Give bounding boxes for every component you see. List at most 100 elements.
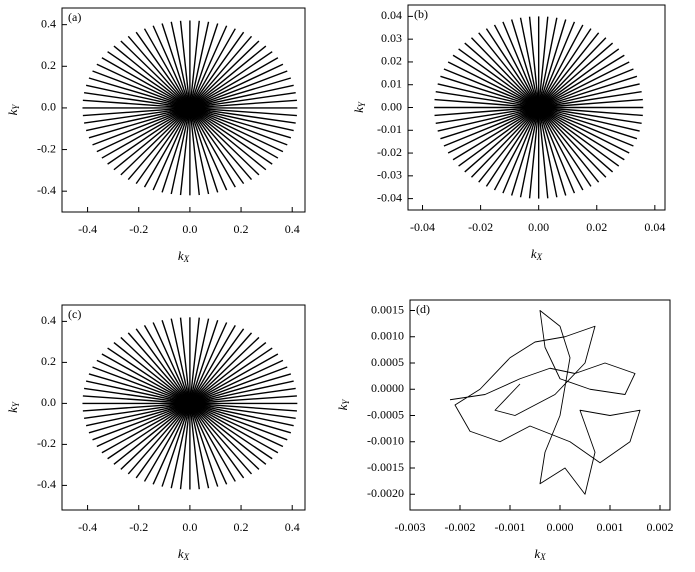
y-tick-label: 0.2: [41, 58, 56, 72]
x-tick-label: -0.04: [410, 220, 435, 234]
y-axis-label: kY: [5, 401, 21, 413]
spoke: [113, 341, 191, 404]
spoke: [170, 318, 191, 404]
spoke: [189, 51, 273, 109]
spoke: [435, 106, 539, 125]
spoke: [107, 402, 191, 460]
spoke: [101, 107, 191, 159]
spoke: [493, 107, 540, 191]
spoke: [538, 61, 630, 109]
spoke: [538, 106, 638, 140]
x-tick-label: 0.000: [547, 520, 574, 534]
spoke: [464, 42, 540, 109]
spoke: [189, 353, 279, 405]
spoke: [189, 107, 245, 185]
spoke: [83, 92, 190, 109]
x-tick-label: -0.003: [395, 520, 426, 534]
spoke: [538, 107, 576, 194]
panel: -0.003 -0.002 -0.001 0.000 0.001 0.002 -0.0020…: [335, 299, 674, 562]
spoke: [485, 107, 540, 187]
y-tick-label: 0.2: [41, 354, 56, 368]
y-tick-label: -0.01: [377, 122, 402, 136]
spoke: [88, 373, 191, 405]
spoke: [538, 21, 576, 108]
x-axis-label: kX: [178, 248, 190, 264]
spoke: [85, 84, 191, 109]
spoke: [152, 25, 191, 109]
x-tick-label: 0.002: [647, 520, 674, 534]
spoke: [107, 107, 191, 165]
spoke: [82, 395, 190, 405]
trajectory: [449, 310, 641, 495]
spoke: [189, 107, 288, 146]
spoke: [92, 402, 191, 441]
y-axis-label: kY: [351, 101, 367, 113]
spoke: [82, 107, 190, 117]
spoke: [538, 106, 642, 125]
spoke: [85, 402, 191, 427]
spoke: [434, 106, 539, 117]
spoke: [437, 106, 539, 132]
y-axis-label-base: k: [351, 107, 366, 113]
spoke: [502, 107, 540, 194]
spoke: [189, 402, 296, 420]
spoke: [83, 107, 190, 124]
spoke: [189, 325, 236, 404]
spoke: [443, 106, 539, 147]
x-axis-label-base: k: [534, 546, 540, 561]
spoke: [538, 107, 592, 187]
spoke: [179, 20, 191, 108]
x-tick-label: 0.0: [182, 520, 197, 534]
spoke: [458, 106, 540, 167]
spoke: [113, 45, 191, 109]
spoke: [189, 70, 288, 109]
axes-frame: [409, 299, 671, 511]
x-axis-label-sub: X: [183, 552, 190, 562]
spoke: [538, 37, 607, 108]
spoke: [189, 35, 253, 109]
spoke: [85, 380, 191, 405]
spoke: [189, 31, 245, 109]
y-tick-label: 0.0010: [371, 329, 404, 343]
spoke: [538, 106, 634, 147]
spoke: [135, 328, 191, 404]
panel-label: (a): [68, 10, 81, 24]
spoke: [101, 353, 191, 405]
spoke: [189, 107, 219, 193]
y-axis-label-sub: Y: [11, 401, 21, 407]
spoke: [83, 402, 190, 420]
spoke: [101, 57, 191, 109]
spoke: [189, 402, 284, 448]
spoke: [538, 107, 567, 196]
spoke: [92, 70, 191, 109]
spoke: [189, 107, 273, 165]
spoke: [161, 107, 191, 193]
spoke: [127, 332, 191, 404]
panel-label: (b): [414, 7, 428, 21]
spoke: [152, 403, 191, 485]
spoke: [538, 32, 600, 108]
spoke: [120, 107, 191, 176]
spoke: [179, 317, 191, 404]
spoke: [537, 107, 549, 199]
spoke: [189, 403, 200, 490]
x-tick-label: -0.001: [495, 520, 526, 534]
x-tick-label: -0.4: [78, 222, 97, 236]
plot-area: [82, 20, 298, 196]
y-tick-label: -0.0020: [367, 486, 404, 500]
spoke: [152, 107, 191, 191]
spoke: [189, 347, 273, 404]
spoke: [189, 403, 228, 485]
spoke: [189, 45, 267, 109]
spoke: [538, 98, 643, 109]
spoke: [135, 107, 191, 185]
x-tick-label: 0.00: [528, 220, 549, 234]
spoke: [127, 35, 191, 109]
spoke: [189, 320, 219, 404]
spoke: [189, 63, 284, 109]
spoke: [143, 403, 191, 482]
spoke: [189, 402, 279, 454]
spoke: [478, 107, 540, 183]
spoke: [538, 24, 584, 108]
